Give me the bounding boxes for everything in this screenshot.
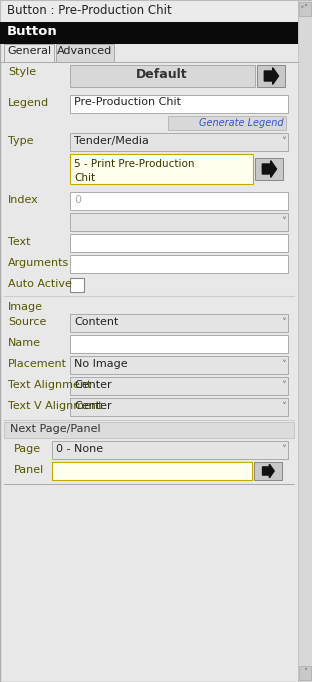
Text: Type: Type (8, 136, 33, 146)
Bar (70, 255, 288, 273)
Bar (0, 22, 298, 44)
Text: Advanced: Advanced (57, 46, 113, 56)
Text: ˅: ˅ (281, 318, 286, 328)
Text: Generate Legend: Generate Legend (199, 118, 284, 128)
Bar (298, 0, 312, 682)
Text: Style: Style (8, 67, 36, 77)
Bar (254, 462, 282, 480)
Text: ˅: ˅ (281, 217, 286, 227)
Bar (168, 116, 286, 130)
Text: Default: Default (136, 68, 188, 81)
Bar (70, 65, 255, 87)
Bar (70, 154, 253, 184)
Text: Pre-Production Chit: Pre-Production Chit (74, 97, 181, 107)
Text: Center: Center (74, 401, 112, 411)
Bar (56, 44, 114, 62)
Bar (70, 335, 288, 353)
Polygon shape (262, 161, 276, 177)
Bar (257, 65, 285, 87)
Text: Content: Content (74, 317, 118, 327)
Bar (70, 278, 84, 292)
Text: Placement: Placement (8, 359, 67, 369)
Bar (70, 356, 288, 374)
Text: ˅: ˅ (281, 137, 286, 147)
Text: 0 - None: 0 - None (56, 444, 103, 454)
Text: ˅: ˅ (281, 381, 286, 391)
Text: Panel: Panel (14, 465, 44, 475)
Bar (70, 133, 288, 151)
Bar (255, 158, 283, 180)
Bar (70, 213, 288, 231)
Text: Button: Button (7, 25, 58, 38)
Bar (70, 398, 288, 416)
Bar (0, 0, 298, 22)
Text: General: General (7, 46, 51, 56)
Polygon shape (264, 68, 279, 85)
Bar (52, 441, 288, 459)
Text: ˅: ˅ (281, 445, 286, 455)
Text: Page: Page (14, 444, 41, 454)
Text: ˅: ˅ (281, 360, 286, 370)
Bar (52, 462, 252, 480)
Text: 5 - Print Pre-Production
Chit: 5 - Print Pre-Production Chit (74, 159, 194, 183)
Text: Text V Alignment: Text V Alignment (8, 401, 103, 411)
Text: No Image: No Image (74, 359, 128, 369)
Text: ˅: ˅ (281, 402, 286, 412)
Text: Arguments: Arguments (8, 258, 69, 268)
Text: ˅: ˅ (300, 6, 305, 16)
Bar (70, 377, 288, 395)
Bar (70, 314, 288, 332)
Bar (70, 192, 288, 210)
Text: Index: Index (8, 195, 39, 205)
Text: Image: Image (8, 302, 43, 312)
Bar (70, 234, 288, 252)
Text: ˅: ˅ (303, 668, 307, 677)
Text: Auto Active: Auto Active (8, 279, 72, 289)
Text: 0: 0 (74, 195, 81, 205)
Text: Button : Pre-Production Chit: Button : Pre-Production Chit (7, 4, 172, 17)
Text: Text Alignment: Text Alignment (8, 380, 91, 390)
Text: Next Page/Panel: Next Page/Panel (10, 424, 101, 434)
Text: Center: Center (74, 380, 112, 390)
Text: Text: Text (8, 237, 31, 247)
Text: Name: Name (8, 338, 41, 348)
Bar (4, 44, 54, 62)
Text: Legend: Legend (8, 98, 49, 108)
Bar (4, 422, 294, 438)
Text: Source: Source (8, 317, 46, 327)
Bar (299, 666, 311, 680)
Text: ˄: ˄ (303, 5, 307, 14)
Polygon shape (262, 464, 274, 478)
Bar (70, 95, 288, 113)
Bar (299, 2, 311, 16)
Text: Tender/Media: Tender/Media (74, 136, 149, 146)
